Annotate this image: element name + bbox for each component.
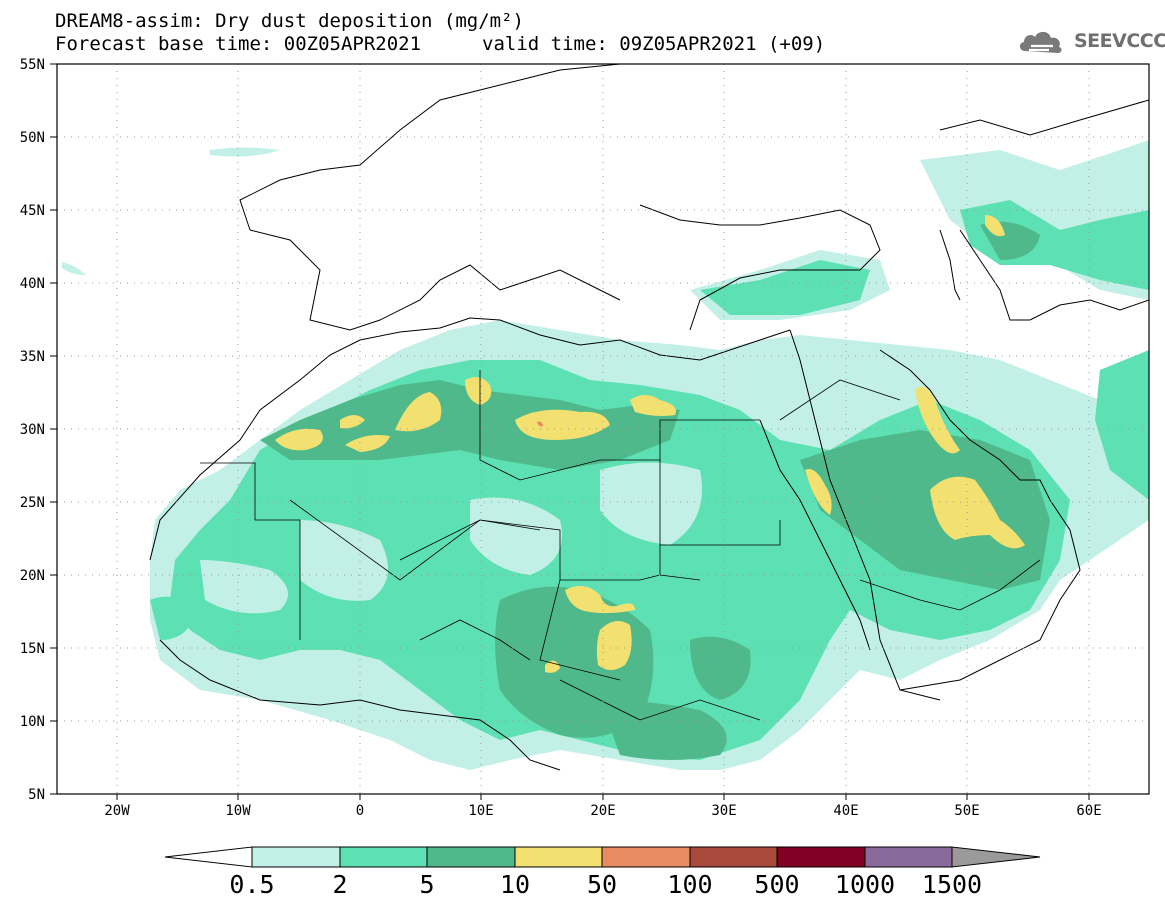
valid-time: valid time: 09Z05APR2021 (+09) (482, 33, 826, 55)
lon-label: 40E (833, 803, 858, 819)
dust-contour-50 (537, 421, 543, 427)
lon-label: 50E (954, 803, 979, 819)
lon-label: 60E (1076, 803, 1101, 819)
coastlines (149, 64, 1149, 771)
cloud-logo-icon (1019, 31, 1062, 53)
dust-field (62, 140, 1149, 770)
colorbar-label: 5 (419, 870, 435, 899)
lon-label: 10W (225, 803, 251, 819)
colorbar-segment (426, 846, 516, 868)
lat-label: 15N (20, 641, 45, 657)
colorbar-high-arrow (951, 846, 1041, 868)
colorbar-segment (776, 846, 866, 868)
colorbar-segment (601, 846, 691, 868)
colorbar-segment (251, 846, 341, 868)
colorbar-segment (864, 846, 953, 868)
grid-lines (57, 64, 1149, 794)
dust-contour-10 (275, 428, 323, 451)
lat-label: 25N (20, 495, 45, 511)
colorbar-low-arrow (164, 846, 253, 868)
colorbar-label: 100 (667, 870, 713, 899)
lat-label: 50N (20, 130, 45, 146)
colorbar-label: 10 (499, 870, 531, 899)
tick-marks (50, 63, 1090, 800)
logo-text: SEEVCCC (1074, 30, 1165, 52)
lat-label: 20N (20, 568, 45, 584)
colorbar-segment (339, 846, 428, 868)
lon-label: 20W (104, 803, 130, 819)
lat-label: 55N (20, 57, 45, 73)
lon-labels: 20W 10W 0 10E 20E 30E 40E 50E 60E (104, 803, 1101, 819)
lat-label: 40N (20, 276, 45, 292)
lon-label: 30E (711, 803, 736, 819)
colorbar (164, 846, 1041, 868)
lat-labels: 5N 10N 15N 20N 25N 30N 35N 40N 45N 50N 5… (20, 57, 45, 803)
colorbar-label: 50 (586, 870, 618, 899)
colorbar-segment (514, 846, 603, 868)
forecast-base-time: Forecast base time: 00Z05APR2021 (55, 33, 422, 55)
lat-label: 5N (28, 787, 45, 803)
colorbar-label: 500 (754, 870, 800, 899)
lat-label: 10N (20, 714, 45, 730)
colorbar-label: 1500 (921, 870, 983, 899)
lon-label: 0 (356, 803, 364, 819)
lat-label: 45N (20, 203, 45, 219)
colorbar-label: 2 (332, 870, 348, 899)
colorbar-label: 0.5 (229, 870, 275, 899)
lat-label: 30N (20, 422, 45, 438)
lon-label: 20E (590, 803, 615, 819)
colorbar-label: 1000 (834, 870, 896, 899)
lon-label: 10E (468, 803, 493, 819)
country-borders (200, 370, 1041, 721)
colorbar-segment (689, 846, 778, 868)
map-title: DREAM8-assim: Dry dust deposition (mg/m²… (55, 10, 524, 32)
lat-label: 35N (20, 349, 45, 365)
